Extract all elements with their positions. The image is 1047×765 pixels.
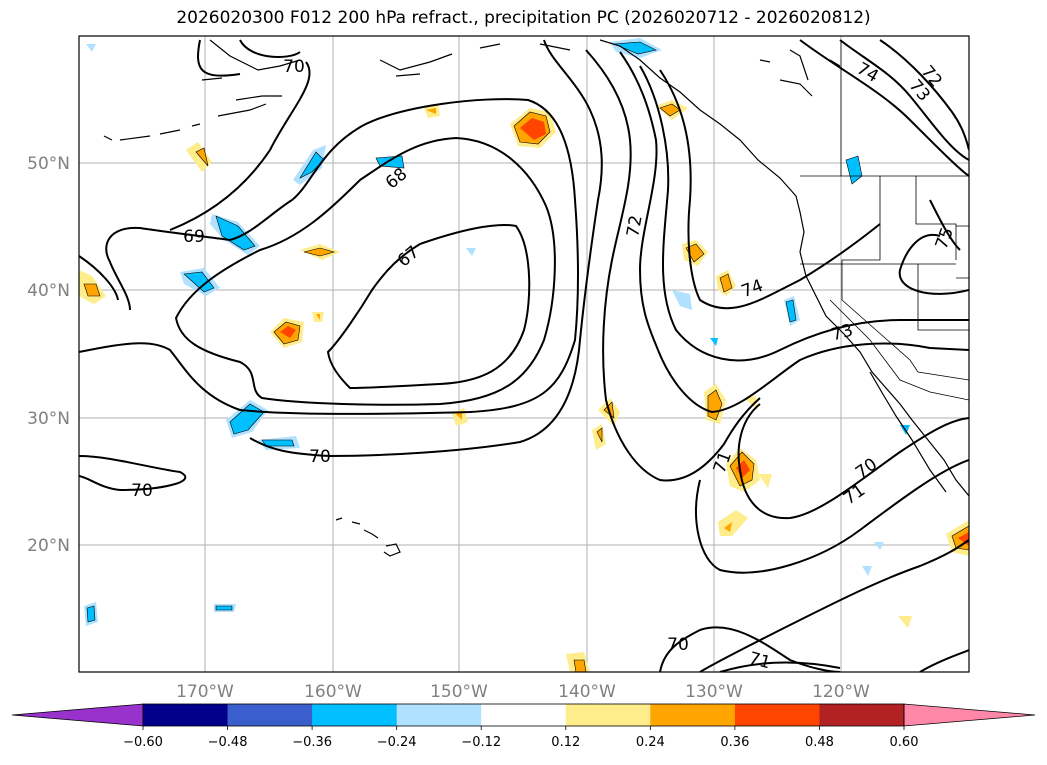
contour-label: 69 bbox=[183, 227, 205, 247]
colorbar-swatch bbox=[143, 704, 229, 726]
lon-label: 120°W bbox=[812, 682, 870, 702]
colorbar-tick-label: 0.12 bbox=[551, 735, 580, 750]
colorbar-tick-label: −0.48 bbox=[208, 735, 248, 750]
colorbar-tick-label: 0.24 bbox=[636, 735, 665, 750]
contour-label: 70 bbox=[667, 635, 689, 655]
colorbar-outline bbox=[142, 703, 905, 727]
colorbar-swatch bbox=[819, 704, 905, 726]
graticule bbox=[79, 36, 969, 672]
lon-label: 160°W bbox=[304, 682, 362, 702]
colorbar-swatch bbox=[396, 704, 482, 726]
colorbar: −0.60 −0.48 −0.36 −0.24 −0.12 0.12 0.24 0.36 0.4… bbox=[11, 703, 1036, 750]
colorbar-swatch bbox=[481, 704, 567, 726]
contour-label: 70 bbox=[309, 447, 331, 467]
colorbar-extend-high bbox=[903, 703, 1036, 727]
lat-label: 50°N bbox=[27, 154, 70, 174]
colorbar-swatch bbox=[734, 704, 820, 726]
lon-label: 150°W bbox=[430, 682, 488, 702]
colorbar-tick-label: −0.12 bbox=[461, 735, 501, 750]
colorbar-tick-label: −0.60 bbox=[123, 735, 163, 750]
contour-label: 70 bbox=[283, 57, 305, 77]
refractivity-contours bbox=[79, 39, 969, 672]
colorbar-swatch bbox=[565, 704, 651, 726]
contour-label: 70 bbox=[131, 481, 153, 501]
colorbar-swatch bbox=[650, 704, 736, 726]
lon-label: 170°W bbox=[176, 682, 234, 702]
colorbar-tick-label: 0.36 bbox=[720, 735, 749, 750]
colorbar-tick-label: −0.24 bbox=[377, 735, 417, 750]
lat-label: 30°N bbox=[27, 409, 70, 429]
coastlines bbox=[103, 39, 969, 557]
map-title: 2026020300 F012 200 hPa refract., precip… bbox=[176, 8, 871, 28]
lat-label: 20°N bbox=[27, 536, 70, 556]
lon-label: 140°W bbox=[558, 682, 616, 702]
map-frame bbox=[78, 35, 970, 673]
precip-shading bbox=[79, 38, 969, 672]
colorbar-tick-label: 0.60 bbox=[890, 735, 919, 750]
colorbar-tick-label: 0.48 bbox=[805, 735, 834, 750]
borders bbox=[800, 40, 969, 401]
colorbar-swatch bbox=[227, 704, 313, 726]
colorbar-swatch bbox=[312, 704, 398, 726]
lon-label: 130°W bbox=[685, 682, 743, 702]
latitude-labels: 50°N 40°N 30°N 20°N bbox=[27, 154, 70, 556]
colorbar-tick-label: −0.36 bbox=[292, 735, 332, 750]
contour-label: 72 bbox=[623, 214, 646, 239]
longitude-labels: 170°W 160°W 150°W 140°W 130°W 120°W bbox=[176, 682, 870, 702]
colorbar-extend-low bbox=[11, 703, 144, 727]
lat-label: 40°N bbox=[27, 281, 70, 301]
